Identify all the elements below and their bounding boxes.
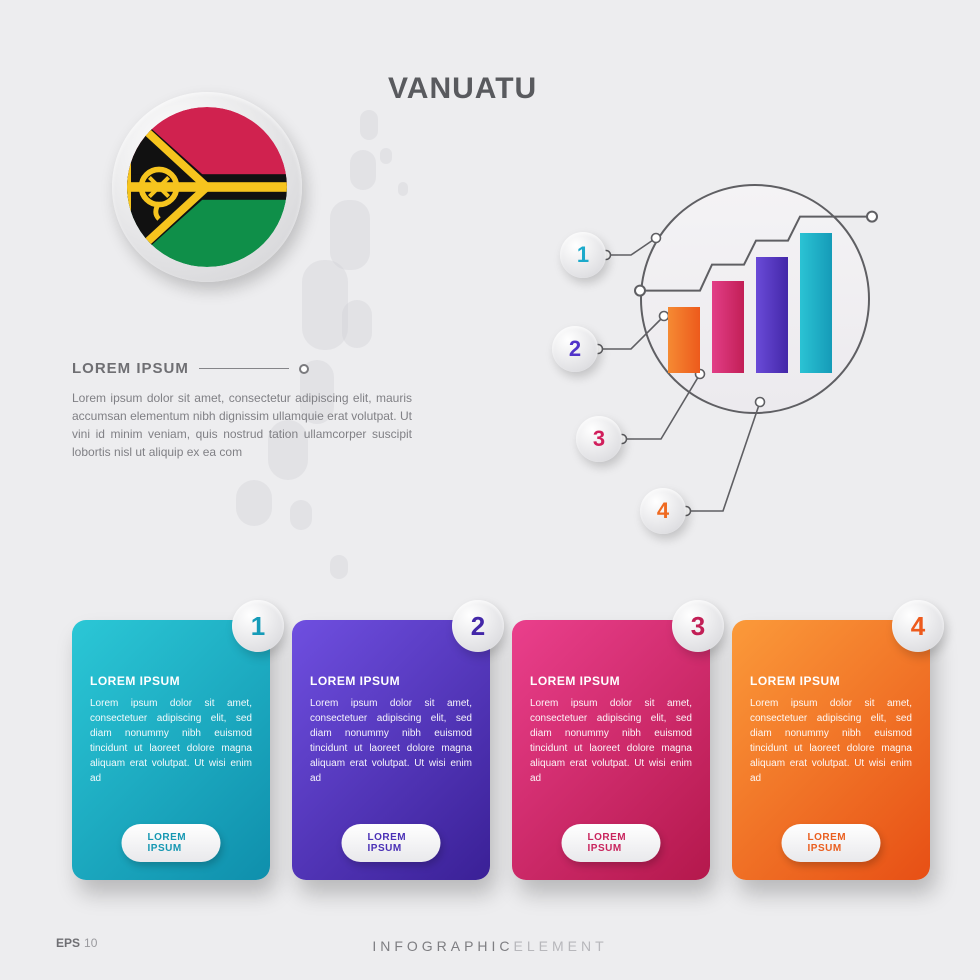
chart-bar (756, 257, 788, 373)
intro-rule (199, 368, 289, 369)
card-body: Lorem ipsum dolor sit amet, consectetuer… (750, 696, 912, 786)
chart-bar (668, 307, 700, 373)
chart-number-pill: 1 (560, 232, 606, 278)
intro-body: Lorem ipsum dolor sit amet, consectetur … (72, 389, 412, 461)
intro-dot-icon (299, 364, 309, 374)
infographic-stage: VANUATU LOREM IPSUM Lorem ipsum dolor sit … (0, 0, 980, 980)
map-blob (398, 182, 408, 196)
chart-number-pill: 4 (640, 488, 686, 534)
footer-text-b: ELEMENT (514, 938, 608, 954)
info-card: 4LOREM IPSUMLorem ipsum dolor sit amet, … (732, 620, 930, 880)
map-blob (342, 300, 372, 348)
card-title: LOREM IPSUM (90, 674, 252, 688)
card-title: LOREM IPSUM (530, 674, 692, 688)
card-title: LOREM IPSUM (310, 674, 472, 688)
card-number-pill: 2 (452, 600, 504, 652)
chart-bar (712, 281, 744, 373)
map-blob (302, 260, 348, 350)
card-button[interactable]: LOREM IPSUM (122, 824, 221, 862)
intro-block: LOREM IPSUM Lorem ipsum dolor sit amet, c… (72, 360, 412, 461)
eps-value: 10 (84, 936, 97, 950)
map-blob (290, 500, 312, 530)
card-number-pill: 4 (892, 600, 944, 652)
map-blob (330, 200, 370, 270)
footer-label: INFOGRAPHICELEMENT (0, 938, 980, 954)
chart-circle (640, 184, 870, 414)
map-blob (380, 148, 392, 164)
eps-label: EPS 10 (56, 936, 97, 950)
info-card: 1LOREM IPSUMLorem ipsum dolor sit amet, … (72, 620, 270, 880)
card-row: 1LOREM IPSUMLorem ipsum dolor sit amet, … (72, 620, 930, 880)
card-body: Lorem ipsum dolor sit amet, consectetuer… (310, 696, 472, 786)
map-blob (350, 150, 376, 190)
card-number-pill: 1 (232, 600, 284, 652)
card-body: Lorem ipsum dolor sit amet, consectetuer… (90, 696, 252, 786)
intro-heading: LOREM IPSUM (72, 360, 189, 377)
card-button[interactable]: LOREM IPSUM (562, 824, 661, 862)
map-blob (360, 110, 378, 140)
card-body: Lorem ipsum dolor sit amet, consectetuer… (530, 696, 692, 786)
country-title: VANUATU (388, 72, 537, 106)
chart-number-pill: 3 (576, 416, 622, 462)
chart-number-pill: 2 (552, 326, 598, 372)
card-title: LOREM IPSUM (750, 674, 912, 688)
card-number-pill: 3 (672, 600, 724, 652)
card-button[interactable]: LOREM IPSUM (342, 824, 441, 862)
map-blob (330, 555, 348, 579)
card-button[interactable]: LOREM IPSUM (782, 824, 881, 862)
info-card: 2LOREM IPSUMLorem ipsum dolor sit amet, … (292, 620, 490, 880)
info-card: 3LOREM IPSUMLorem ipsum dolor sit amet, … (512, 620, 710, 880)
footer-text-a: INFOGRAPHIC (372, 938, 513, 954)
flag-badge (112, 92, 302, 282)
map-blob (236, 480, 272, 526)
chart-bar (800, 233, 832, 373)
eps-text: EPS (56, 936, 80, 950)
